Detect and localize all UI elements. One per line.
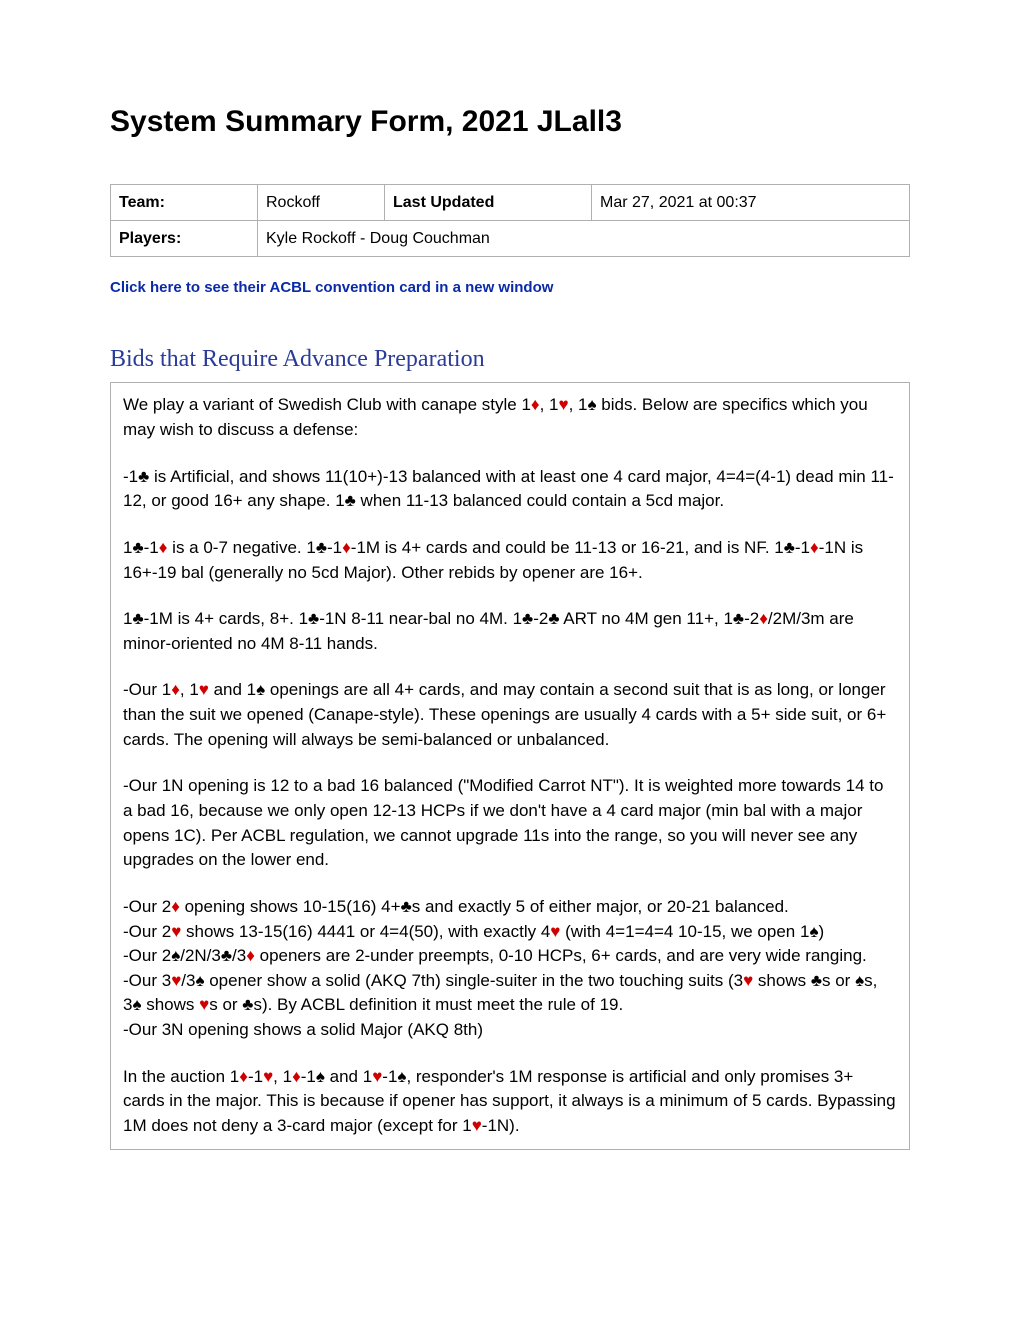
heart-icon: ♥: [171, 922, 181, 941]
team-label: Team:: [111, 184, 258, 220]
heart-icon: ♥: [199, 680, 209, 699]
paragraph: 1♣-1♦ is a 0-7 negative. 1♣-1♦-1M is 4+ …: [123, 536, 897, 585]
club-icon: ♣: [242, 995, 253, 1014]
spade-icon: ♠: [171, 946, 180, 965]
club-icon: ♣: [548, 609, 559, 628]
heart-icon: ♥: [550, 922, 560, 941]
club-icon: ♣: [308, 609, 319, 628]
info-table: Team: Rockoff Last Updated Mar 27, 2021 …: [110, 184, 910, 257]
heart-icon: ♥: [171, 971, 181, 990]
paragraph: -Our 2♦ opening shows 10-15(16) 4+♣s and…: [123, 895, 897, 1043]
heart-icon: ♥: [199, 995, 209, 1014]
diamond-icon: ♦: [171, 680, 180, 699]
paragraph: In the auction 1♦-1♥, 1♦-1♠ and 1♥-1♠, r…: [123, 1065, 897, 1139]
heart-icon: ♥: [559, 395, 569, 414]
paragraph: 1♣-1M is 4+ cards, 8+. 1♣-1N 8-11 near-b…: [123, 607, 897, 656]
club-icon: ♣: [132, 609, 143, 628]
updated-label: Last Updated: [385, 184, 592, 220]
spade-icon: ♠: [588, 395, 597, 414]
diamond-icon: ♦: [342, 538, 351, 557]
diamond-icon: ♦: [239, 1067, 248, 1086]
paragraph: -1♣ is Artificial, and shows 11(10+)-13 …: [123, 465, 897, 514]
club-icon: ♣: [316, 538, 327, 557]
club-icon: ♣: [784, 538, 795, 557]
paragraph: -Our 1N opening is 12 to a bad 16 balanc…: [123, 774, 897, 873]
diamond-icon: ♦: [246, 946, 255, 965]
page-title: System Summary Form, 2021 JLall3: [110, 100, 910, 144]
club-icon: ♣: [811, 971, 822, 990]
diamond-icon: ♦: [759, 609, 768, 628]
spade-icon: ♠: [132, 995, 141, 1014]
content-box: We play a variant of Swedish Club with c…: [110, 382, 910, 1149]
paragraph: We play a variant of Swedish Club with c…: [123, 393, 897, 442]
section-heading: Bids that Require Advance Preparation: [110, 342, 910, 377]
convention-card-link[interactable]: Click here to see their ACBL convention …: [110, 279, 553, 296]
club-icon: ♣: [733, 609, 744, 628]
club-icon: ♣: [345, 491, 356, 510]
paragraph: -Our 1♦, 1♥ and 1♠ openings are all 4+ c…: [123, 678, 897, 752]
heart-icon: ♥: [472, 1116, 482, 1135]
heart-icon: ♥: [372, 1067, 382, 1086]
table-row: Players: Kyle Rockoff - Doug Couchman: [111, 220, 910, 256]
diamond-icon: ♦: [531, 395, 540, 414]
spade-icon: ♠: [256, 680, 265, 699]
players-label: Players:: [111, 220, 258, 256]
club-icon: ♣: [132, 538, 143, 557]
club-icon: ♣: [401, 897, 412, 916]
spade-icon: ♠: [195, 971, 204, 990]
heart-icon: ♥: [743, 971, 753, 990]
table-row: Team: Rockoff Last Updated Mar 27, 2021 …: [111, 184, 910, 220]
club-icon: ♣: [221, 946, 232, 965]
heart-icon: ♥: [263, 1067, 273, 1086]
diamond-icon: ♦: [292, 1067, 301, 1086]
players-value: Kyle Rockoff - Doug Couchman: [258, 220, 910, 256]
club-icon: ♣: [522, 609, 533, 628]
spade-icon: ♠: [316, 1067, 325, 1086]
diamond-icon: ♦: [171, 897, 180, 916]
spade-icon: ♠: [855, 971, 864, 990]
team-value: Rockoff: [258, 184, 385, 220]
diamond-icon: ♦: [810, 538, 819, 557]
updated-value: Mar 27, 2021 at 00:37: [592, 184, 910, 220]
club-icon: ♣: [138, 467, 149, 486]
